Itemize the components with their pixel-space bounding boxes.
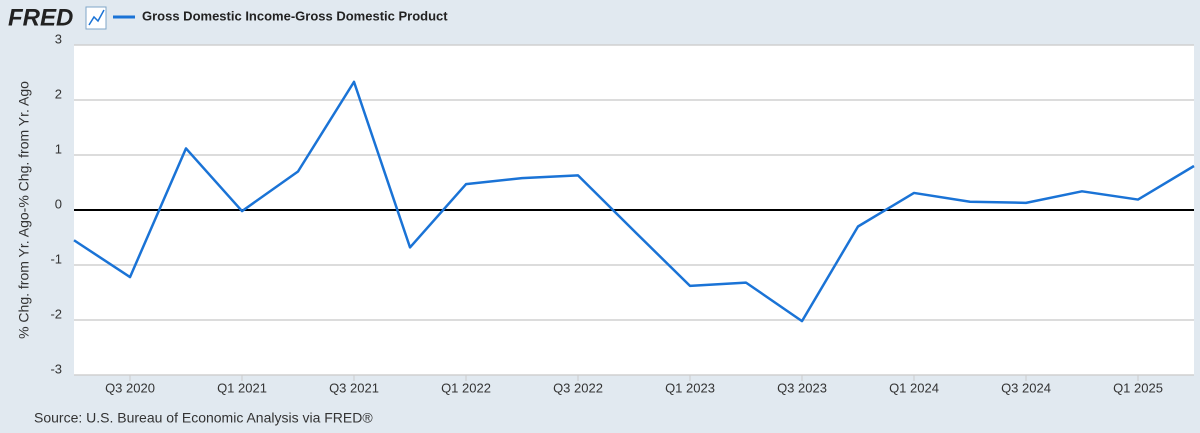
y-axis-label: % Chg. from Yr. Ago-% Chg. from Yr. Ago [16, 81, 32, 339]
x-tick-label: Q1 2021 [217, 380, 267, 395]
logo-icon [85, 6, 107, 30]
x-tick-label: Q3 2022 [553, 380, 603, 395]
x-tick-label: Q1 2025 [1113, 380, 1163, 395]
x-tick-label: Q3 2023 [777, 380, 827, 395]
legend-label: Gross Domestic Income-Gross Domestic Pro… [142, 8, 448, 23]
x-tick-label: Q3 2021 [329, 380, 379, 395]
x-tick-label: Q3 2024 [1001, 380, 1051, 395]
x-tick-label: Q3 2020 [105, 380, 155, 395]
y-tick-label: -3 [50, 361, 62, 376]
x-tick-label: Q1 2023 [665, 380, 715, 395]
y-tick-label: 2 [55, 86, 62, 101]
y-tick-label: -1 [50, 251, 62, 266]
source: Source: U.S. Bureau of Economic Analysis… [34, 410, 373, 426]
y-tick-label: -2 [50, 306, 62, 321]
line [73, 80, 1195, 323]
y-tick-label: 0 [55, 196, 62, 211]
y-tick-label: 3 [55, 31, 62, 46]
y-tick-label: 1 [55, 141, 62, 156]
x-tick-label: Q1 2022 [441, 380, 491, 395]
x-tick-label: Q1 2024 [889, 380, 939, 395]
logo: FRED [8, 4, 73, 31]
